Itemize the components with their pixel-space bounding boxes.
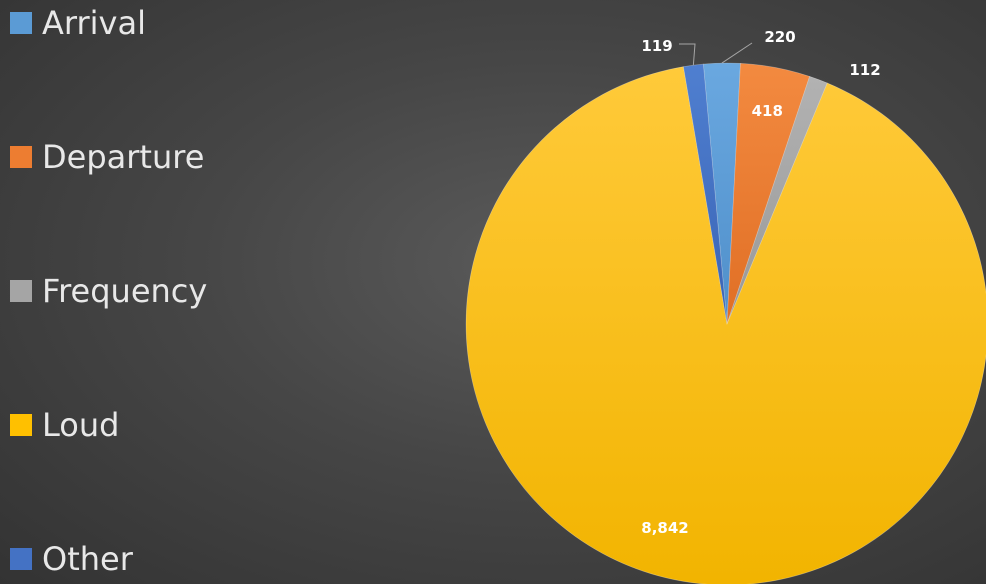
- legend-label-arrival: Arrival: [42, 4, 146, 42]
- legend: Arrival Departure Frequency Loud Other: [10, 4, 207, 578]
- data-label-arrival: 220: [764, 28, 795, 46]
- pie-slice-arrival: [703, 62, 741, 325]
- leader-lines: [679, 42, 753, 66]
- pie-slice-loud: [465, 66, 986, 584]
- legend-swatch-loud: [10, 414, 32, 436]
- legend-label-loud: Loud: [42, 406, 119, 444]
- legend-swatch-departure: [10, 146, 32, 168]
- leader-line-arrival: [721, 42, 753, 64]
- pie-slice-frequency: [726, 76, 828, 325]
- data-label-other: 119: [641, 37, 672, 55]
- pie-slice-departure: [726, 63, 810, 325]
- legend-swatch-arrival: [10, 12, 32, 34]
- legend-label-frequency: Frequency: [42, 272, 207, 310]
- legend-swatch-other: [10, 548, 32, 570]
- data-labels: 220 418 112 8,842 119: [641, 28, 880, 537]
- data-label-frequency: 112: [849, 61, 880, 79]
- legend-label-departure: Departure: [42, 138, 204, 176]
- legend-swatch-frequency: [10, 280, 32, 302]
- data-label-loud: 8,842: [641, 519, 688, 537]
- legend-label-other: Other: [42, 540, 134, 578]
- leader-line-other: [679, 43, 696, 66]
- pie-slices: [465, 62, 986, 584]
- data-label-departure: 418: [752, 102, 783, 120]
- pie-slice-other: [683, 63, 728, 325]
